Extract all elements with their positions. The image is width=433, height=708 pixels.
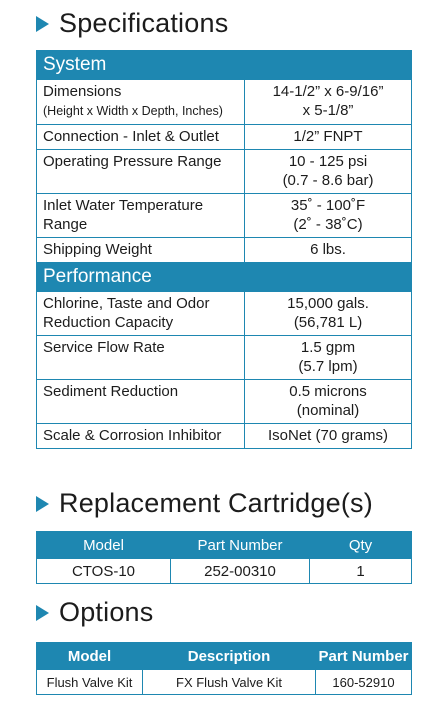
spec-label: Inlet Water Temperature Range	[36, 193, 245, 238]
column-header-part-number: Part Number	[315, 642, 412, 670]
spec-value-line2: x 5-1/8”	[302, 102, 354, 119]
spec-label: Connection - Inlet & Outlet	[36, 124, 245, 150]
triangle-bullet-icon	[36, 15, 49, 32]
spec-value-line1: 10 - 125 psi	[288, 153, 368, 170]
spec-row-chlorine: Chlorine, Taste and Odor Reduction Capaci…	[36, 291, 413, 336]
cell-part-number: 160-52910	[315, 669, 412, 695]
options-heading: Options	[36, 597, 153, 628]
cell-qty: 1	[309, 558, 412, 584]
spec-value: 6 lbs.	[243, 237, 413, 263]
spec-row-weight: Shipping Weight 6 lbs.	[36, 237, 413, 263]
spec-value-line2: (56,781 L)	[293, 314, 363, 331]
spec-value-line1: 35˚ - 100˚F	[290, 197, 366, 214]
spec-label: Operating Pressure Range	[36, 149, 245, 194]
spec-row-flow-rate: Service Flow Rate 1.5 gpm (5.7 lpm)	[36, 335, 413, 380]
spec-value: 35˚ - 100˚F (2˚ - 38˚C)	[243, 193, 413, 238]
spec-row-pressure: Operating Pressure Range 10 - 125 psi (0.…	[36, 149, 413, 194]
spec-row-dimensions: Dimensions (Height x Width x Depth, Inche…	[36, 79, 413, 125]
specifications-heading: Specifications	[36, 8, 228, 39]
specifications-table: System Dimensions (Height x Width x Depth…	[35, 50, 413, 449]
spec-label: Scale & Corrosion Inhibitor	[36, 423, 245, 449]
spec-row-sediment: Sediment Reduction 0.5 microns (nominal)	[36, 379, 413, 424]
spec-label-line2: Range	[43, 216, 88, 233]
cell-part-number: 252-00310	[170, 558, 310, 584]
spec-row-scale-inhibitor: Scale & Corrosion Inhibitor IsoNet (70 g…	[36, 423, 413, 449]
spec-value-line2: (0.7 - 8.6 bar)	[282, 172, 374, 189]
replacement-heading: Replacement Cartridge(s)	[36, 488, 373, 519]
spec-label-line1: Chlorine, Taste and Odor	[43, 295, 210, 312]
spec-value-line1: 1.5 gpm	[300, 339, 356, 356]
specifications-title: Specifications	[59, 8, 229, 38]
spec-value: 10 - 125 psi (0.7 - 8.6 bar)	[243, 149, 413, 194]
spec-label: Chlorine, Taste and Odor Reduction Capaci…	[36, 291, 245, 336]
spec-label: Dimensions (Height x Width x Depth, Inche…	[36, 79, 245, 125]
spec-value: 1.5 gpm (5.7 lpm)	[243, 335, 413, 380]
spec-row-temperature: Inlet Water Temperature Range 35˚ - 100˚F…	[36, 193, 413, 238]
options-title: Options	[59, 597, 154, 627]
table-row: CTOS-10 252-00310 1	[36, 558, 412, 584]
spec-value: 14-1/2” x 6-9/16” x 5-1/8”	[243, 79, 413, 125]
system-header-row: System	[35, 50, 413, 80]
spec-value-line1: 15,000 gals.	[287, 295, 369, 312]
cell-model: Flush Valve Kit	[36, 669, 143, 695]
cell-description: FX Flush Valve Kit	[142, 669, 316, 695]
spec-value-line2: (nominal)	[296, 402, 360, 419]
replacement-table: Model Part Number Qty CTOS-10 252-00310 …	[36, 531, 412, 584]
spec-value-line2: (2˚ - 38˚C)	[293, 216, 363, 233]
system-header: System	[35, 50, 413, 80]
column-header-description: Description	[142, 642, 316, 670]
spec-label: Sediment Reduction	[36, 379, 245, 424]
triangle-bullet-icon	[36, 604, 49, 621]
options-table: Model Description Part Number Flush Valv…	[36, 642, 412, 695]
spec-value: 15,000 gals. (56,781 L)	[243, 291, 413, 336]
spec-row-connection: Connection - Inlet & Outlet 1/2” FNPT	[36, 124, 413, 150]
replacement-header-row: Model Part Number Qty	[36, 531, 412, 559]
spec-label-text: Dimensions	[43, 83, 122, 100]
cell-model: CTOS-10	[36, 558, 171, 584]
spec-value-line2: (5.7 lpm)	[298, 358, 358, 375]
column-header-part-number: Part Number	[170, 531, 310, 559]
spec-label: Shipping Weight	[36, 237, 245, 263]
performance-header: Performance	[35, 262, 413, 292]
spec-value: 0.5 microns (nominal)	[243, 379, 413, 424]
spec-value-line1: 0.5 microns	[289, 383, 367, 400]
performance-header-row: Performance	[35, 262, 413, 292]
spec-value: IsoNet (70 grams)	[243, 423, 413, 449]
column-header-model: Model	[36, 531, 171, 559]
spec-value: 1/2” FNPT	[243, 124, 413, 150]
column-header-model: Model	[36, 642, 143, 670]
table-row: Flush Valve Kit FX Flush Valve Kit 160-5…	[36, 669, 412, 695]
spec-label: Service Flow Rate	[36, 335, 245, 380]
replacement-title: Replacement Cartridge(s)	[59, 488, 373, 518]
spec-label-line1: Inlet Water Temperature	[43, 197, 204, 214]
column-header-qty: Qty	[309, 531, 412, 559]
spec-value-line1: 14-1/2” x 6-9/16”	[272, 83, 384, 100]
spec-label-line2: Reduction Capacity	[43, 314, 174, 331]
spec-sublabel: (Height x Width x Depth, Inches)	[43, 104, 223, 118]
triangle-bullet-icon	[36, 495, 49, 512]
options-header-row: Model Description Part Number	[36, 642, 412, 670]
